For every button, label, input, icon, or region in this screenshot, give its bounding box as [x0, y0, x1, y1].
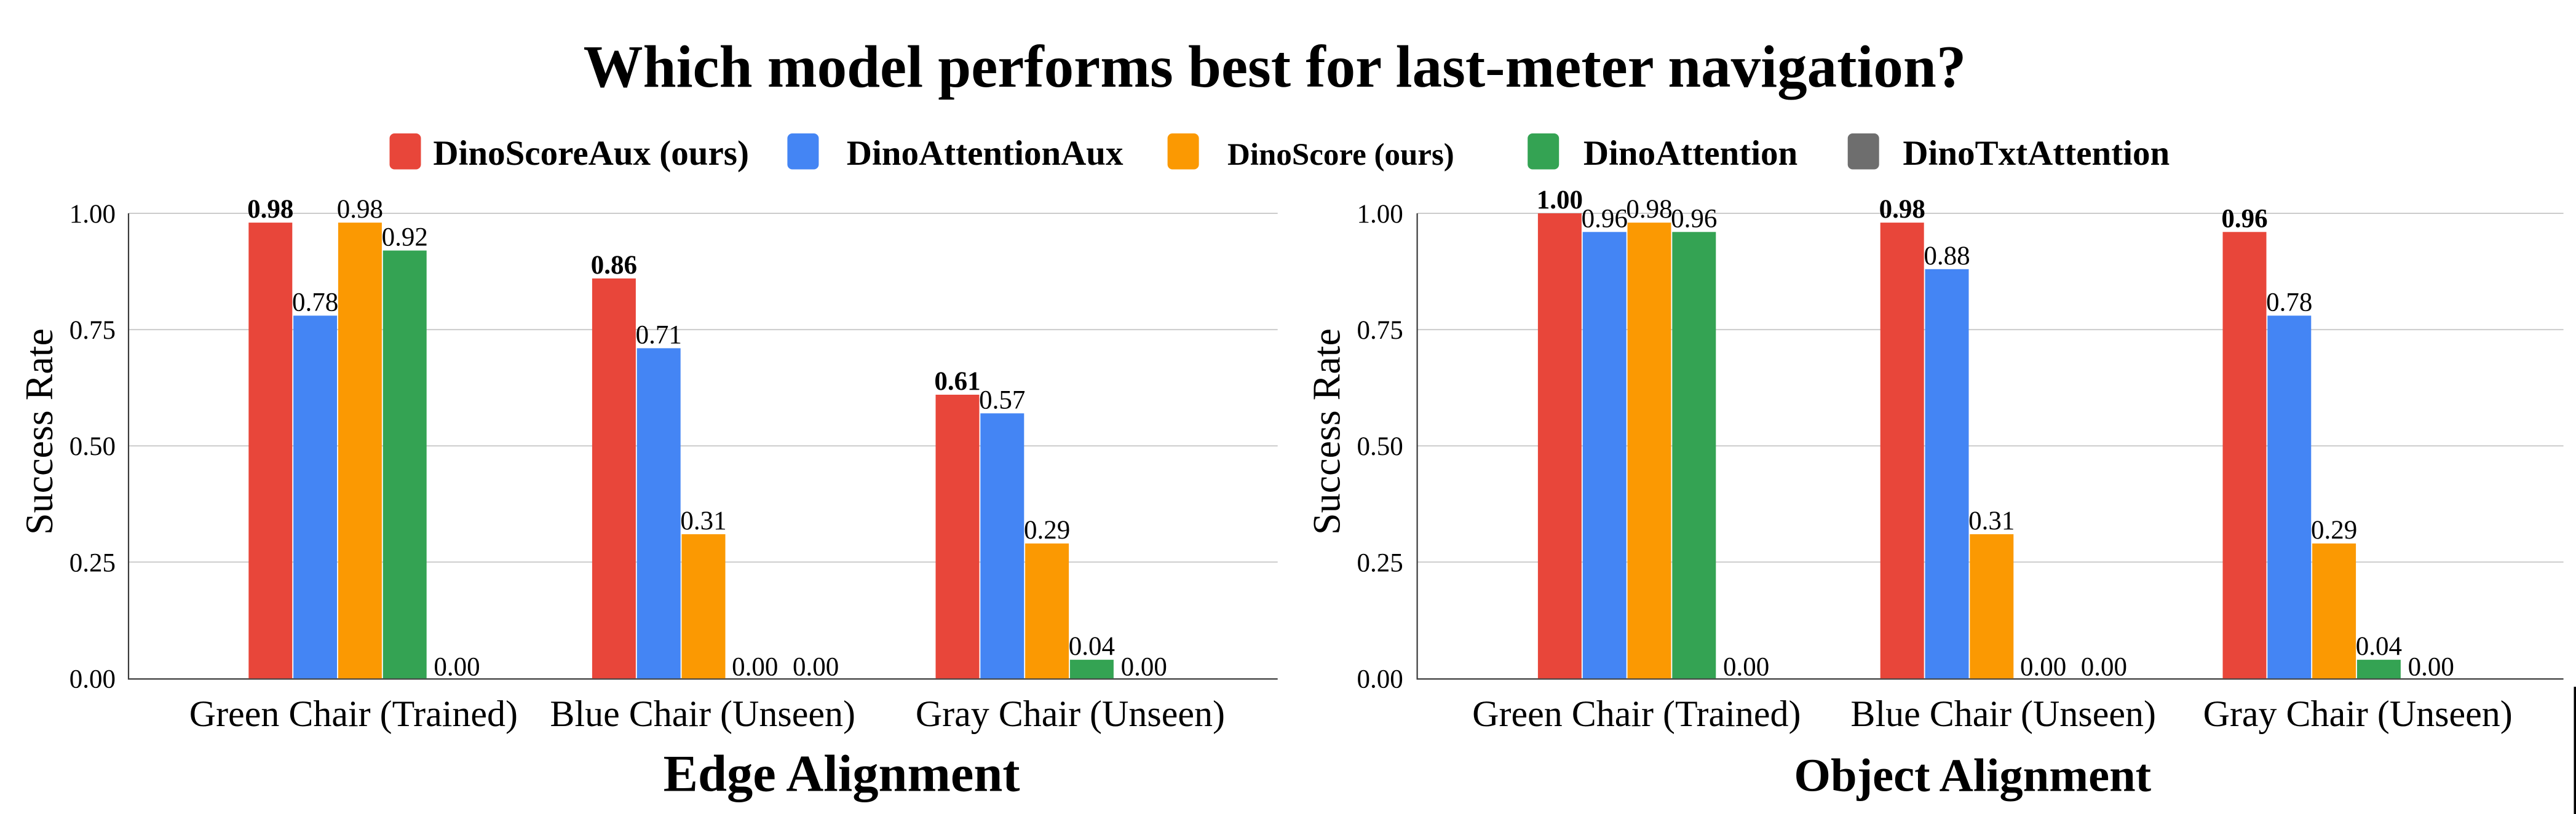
svg-text:0.04: 0.04: [1069, 632, 1115, 661]
svg-text:0.50: 0.50: [69, 432, 116, 461]
svg-text:0.78: 0.78: [2266, 288, 2312, 317]
svg-text:0.25: 0.25: [1357, 548, 1403, 577]
svg-text:0.57: 0.57: [979, 385, 1025, 414]
svg-text:0.75: 0.75: [1357, 316, 1403, 345]
svg-text:0.00: 0.00: [732, 653, 778, 682]
svg-text:1.00: 1.00: [69, 200, 116, 229]
svg-text:0.98: 0.98: [247, 195, 293, 224]
svg-text:0.29: 0.29: [2311, 516, 2357, 545]
svg-text:Blue Chair (Unseen): Blue Chair (Unseen): [550, 693, 855, 734]
svg-text:0.96: 0.96: [1671, 204, 1717, 233]
svg-text:Object Alignment: Object Alignment: [1794, 749, 2151, 801]
svg-text:0.00: 0.00: [2020, 653, 2066, 682]
svg-text:0.75: 0.75: [69, 316, 116, 345]
svg-text:0.00: 0.00: [2408, 653, 2454, 682]
svg-text:DinoTxtAttention: DinoTxtAttention: [1903, 134, 2170, 173]
svg-text:0.31: 0.31: [1968, 507, 2015, 535]
svg-text:0.31: 0.31: [680, 507, 726, 535]
svg-text:0.00: 0.00: [2081, 653, 2127, 682]
svg-text:0.61: 0.61: [934, 367, 980, 396]
svg-text:0.00: 0.00: [69, 665, 116, 693]
svg-text:0.04: 0.04: [2356, 632, 2402, 661]
svg-text:Blue Chair (Unseen): Blue Chair (Unseen): [1850, 693, 2156, 734]
svg-text:1.00: 1.00: [1537, 186, 1583, 215]
svg-text:0.00: 0.00: [1121, 653, 1167, 682]
svg-text:Which model performs best for: Which model performs best for last-meter…: [584, 34, 1967, 100]
svg-text:Green Chair (Trained): Green Chair (Trained): [189, 693, 518, 734]
svg-text:0.86: 0.86: [591, 251, 637, 280]
svg-text:0.96: 0.96: [1582, 204, 1628, 233]
svg-text:0.98: 0.98: [1879, 195, 1925, 224]
svg-text:0.00: 0.00: [434, 653, 480, 682]
svg-text:DinoAttentionAux: DinoAttentionAux: [847, 134, 1124, 173]
svg-text:Green Chair (Trained): Green Chair (Trained): [1472, 693, 1801, 734]
svg-text:Success Rate: Success Rate: [17, 328, 61, 535]
svg-text:DinoScore (ours): DinoScore (ours): [1227, 138, 1454, 172]
svg-text:0.25: 0.25: [69, 548, 116, 577]
svg-text:0.71: 0.71: [636, 320, 682, 349]
svg-text:0.96: 0.96: [2221, 204, 2267, 233]
svg-text:Edge Alignment: Edge Alignment: [664, 745, 1020, 802]
svg-text:Gray Chair (Unseen): Gray Chair (Unseen): [916, 693, 1225, 734]
svg-text:0.00: 0.00: [793, 653, 839, 682]
svg-text:Success Rate: Success Rate: [1305, 328, 1349, 535]
svg-text:Gray Chair (Unseen): Gray Chair (Unseen): [2203, 693, 2513, 734]
svg-text:1.00: 1.00: [1357, 200, 1403, 229]
svg-text:0.00: 0.00: [1357, 665, 1403, 693]
svg-text:0.98: 0.98: [337, 195, 383, 224]
svg-text:0.98: 0.98: [1626, 195, 1672, 224]
svg-text:0.00: 0.00: [1723, 653, 1769, 682]
svg-text:DinoAttention: DinoAttention: [1583, 134, 1797, 173]
svg-text:0.78: 0.78: [292, 288, 338, 317]
svg-text:0.88: 0.88: [1924, 242, 1970, 271]
svg-text:0.92: 0.92: [382, 223, 428, 252]
svg-text:0.29: 0.29: [1024, 516, 1070, 545]
svg-text:0.50: 0.50: [1357, 432, 1403, 461]
svg-text:DinoScoreAux (ours): DinoScoreAux (ours): [433, 134, 749, 173]
